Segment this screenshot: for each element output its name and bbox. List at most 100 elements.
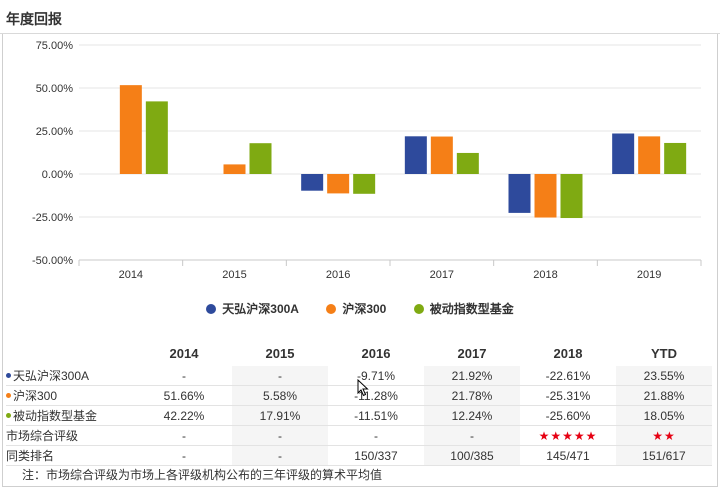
legend-label-category: 被动指数型基金 <box>429 302 514 316</box>
table-cell: 17.91% <box>232 405 328 426</box>
column-header: 2018 <box>553 345 583 361</box>
bar-index <box>638 136 661 174</box>
table-cell: -11.51% <box>354 408 398 423</box>
annual-return-bar-chart: 75.00% 50.00% 25.00% 0.00% -25.00% -50.00% 201… <box>32 40 702 281</box>
column-header: 2014 <box>169 345 199 361</box>
chart-legend: 天弘沪深300A 沪深300 被动指数型基金 <box>0 300 720 317</box>
legend-item-category[interactable]: 被动指数型基金 <box>413 300 514 317</box>
x-tick-label: 2019 <box>637 269 661 281</box>
footnote: 注：市场综合评级为市场上各评级机构公布的三年评级的算术平均值 <box>22 468 383 482</box>
y-tick-label: 0.00% <box>42 169 73 181</box>
table-row: 市场综合评级 - - - - ★★★★★ ★★ <box>6 425 712 446</box>
table-cell: - <box>182 448 186 463</box>
table-cell: 21.92% <box>424 366 520 386</box>
x-tick-label: 2014 <box>119 269 143 281</box>
table-cell: - <box>232 425 328 446</box>
section-header: 年度回报 <box>0 0 720 34</box>
performance-table: 2014 2015 2016 2017 2018 YTD 天弘沪深300A - - -… <box>6 340 712 466</box>
row-label-text: 市场综合评级 <box>6 429 79 443</box>
table-row: 被动指数型基金 42.22% 17.91% -11.51% 12.24% -25.60% 1… <box>6 405 712 426</box>
series-bullet-icon <box>6 373 11 378</box>
table-cell: 42.22% <box>163 408 205 423</box>
table-cell: ★★★★★ <box>538 428 598 443</box>
y-tick-label: -25.00% <box>32 212 73 224</box>
table-cell: 18.05% <box>616 405 712 426</box>
x-tick-label: 2018 <box>533 269 557 281</box>
table-cell: -11.28% <box>354 388 398 403</box>
table-cell: 12.24% <box>424 405 520 426</box>
legend-item-index[interactable]: 沪深300 <box>326 300 386 317</box>
series-bullet-icon <box>6 393 11 398</box>
table-cell: -25.60% <box>545 408 591 423</box>
mouse-cursor-icon <box>357 379 369 397</box>
bar-index <box>119 85 142 174</box>
table-cell: - <box>232 445 328 466</box>
y-tick-label: -50.00% <box>32 255 73 267</box>
legend-item-fund[interactable]: 天弘沪深300A <box>206 300 299 317</box>
y-tick-label: 25.00% <box>36 126 74 138</box>
column-header: YTD <box>651 345 677 361</box>
row-label: 沪深300 <box>6 386 136 406</box>
table-cell: 151/617 <box>616 445 712 466</box>
y-tick-label: 75.00% <box>36 40 74 52</box>
bar-category <box>145 101 168 174</box>
table-cell: - <box>182 428 186 443</box>
table-row: 同类排名 - - 150/337 100/385 145/471 151/617 <box>6 445 712 466</box>
row-label: 市场综合评级 <box>6 426 136 446</box>
table-cell: -9.71% <box>356 368 396 383</box>
table-cell: ★★ <box>616 425 712 446</box>
row-label: 天弘沪深300A <box>6 366 136 386</box>
table-row: 天弘沪深300A - - -9.71% 21.92% -22.61% 23.55% <box>6 366 712 386</box>
x-tick-label: 2017 <box>430 269 454 281</box>
legend-label-index: 沪深300 <box>342 302 387 316</box>
table-cell: 100/385 <box>424 445 520 466</box>
table-row: 沪深300 51.66% 5.58% -11.28% 21.78% -25.31% 21.8… <box>6 385 712 406</box>
bar-index <box>223 164 246 174</box>
bar-category <box>353 174 376 194</box>
bar-index <box>430 136 453 174</box>
legend-swatch-fund <box>206 304 217 314</box>
column-header: 2016 <box>361 345 391 361</box>
table-cell: - <box>232 366 328 386</box>
table-cell: -25.31% <box>545 388 591 403</box>
bar-category <box>664 142 687 174</box>
header-corner <box>6 340 136 366</box>
bar-fund <box>508 174 531 213</box>
bar-index <box>327 174 350 194</box>
bar-fund <box>301 174 324 191</box>
column-header: 2015 <box>265 345 295 361</box>
content-panel <box>2 34 718 487</box>
table-cell: 145/471 <box>546 448 590 463</box>
row-label-text: 天弘沪深300A <box>13 369 90 383</box>
table-cell: 51.66% <box>163 388 205 403</box>
table-cell: - <box>374 428 378 443</box>
bar-fund <box>404 136 427 174</box>
bar-index <box>534 174 557 218</box>
section-title: 年度回报 <box>6 11 62 27</box>
x-tick-label: 2015 <box>222 269 246 281</box>
bar-category <box>456 152 479 174</box>
row-label-text: 沪深300 <box>13 389 58 403</box>
bar-category <box>560 174 583 219</box>
x-tick-label: 2016 <box>326 269 350 281</box>
table-header-row: 2014 2015 2016 2017 2018 YTD <box>6 340 712 366</box>
legend-label-fund: 天弘沪深300A <box>222 302 299 316</box>
column-header: 2017 <box>457 345 487 361</box>
bar-fund <box>612 133 635 174</box>
series-bullet-icon <box>6 413 11 418</box>
table-cell: -22.61% <box>545 368 591 383</box>
table-cell: 21.78% <box>424 385 520 406</box>
bar-category <box>249 143 272 174</box>
table-cell: 21.88% <box>616 385 712 406</box>
legend-swatch-category <box>413 304 424 314</box>
table-cell: - <box>182 368 186 383</box>
table-cell: 5.58% <box>232 385 328 406</box>
row-label-text: 被动指数型基金 <box>13 409 98 423</box>
row-label: 被动指数型基金 <box>6 406 136 426</box>
legend-swatch-index <box>326 304 337 314</box>
y-tick-label: 50.00% <box>36 83 74 95</box>
table-cell: - <box>424 425 520 446</box>
table-cell: 23.55% <box>616 366 712 386</box>
row-label-text: 同类排名 <box>6 449 55 463</box>
table-cell: 150/337 <box>354 448 398 463</box>
